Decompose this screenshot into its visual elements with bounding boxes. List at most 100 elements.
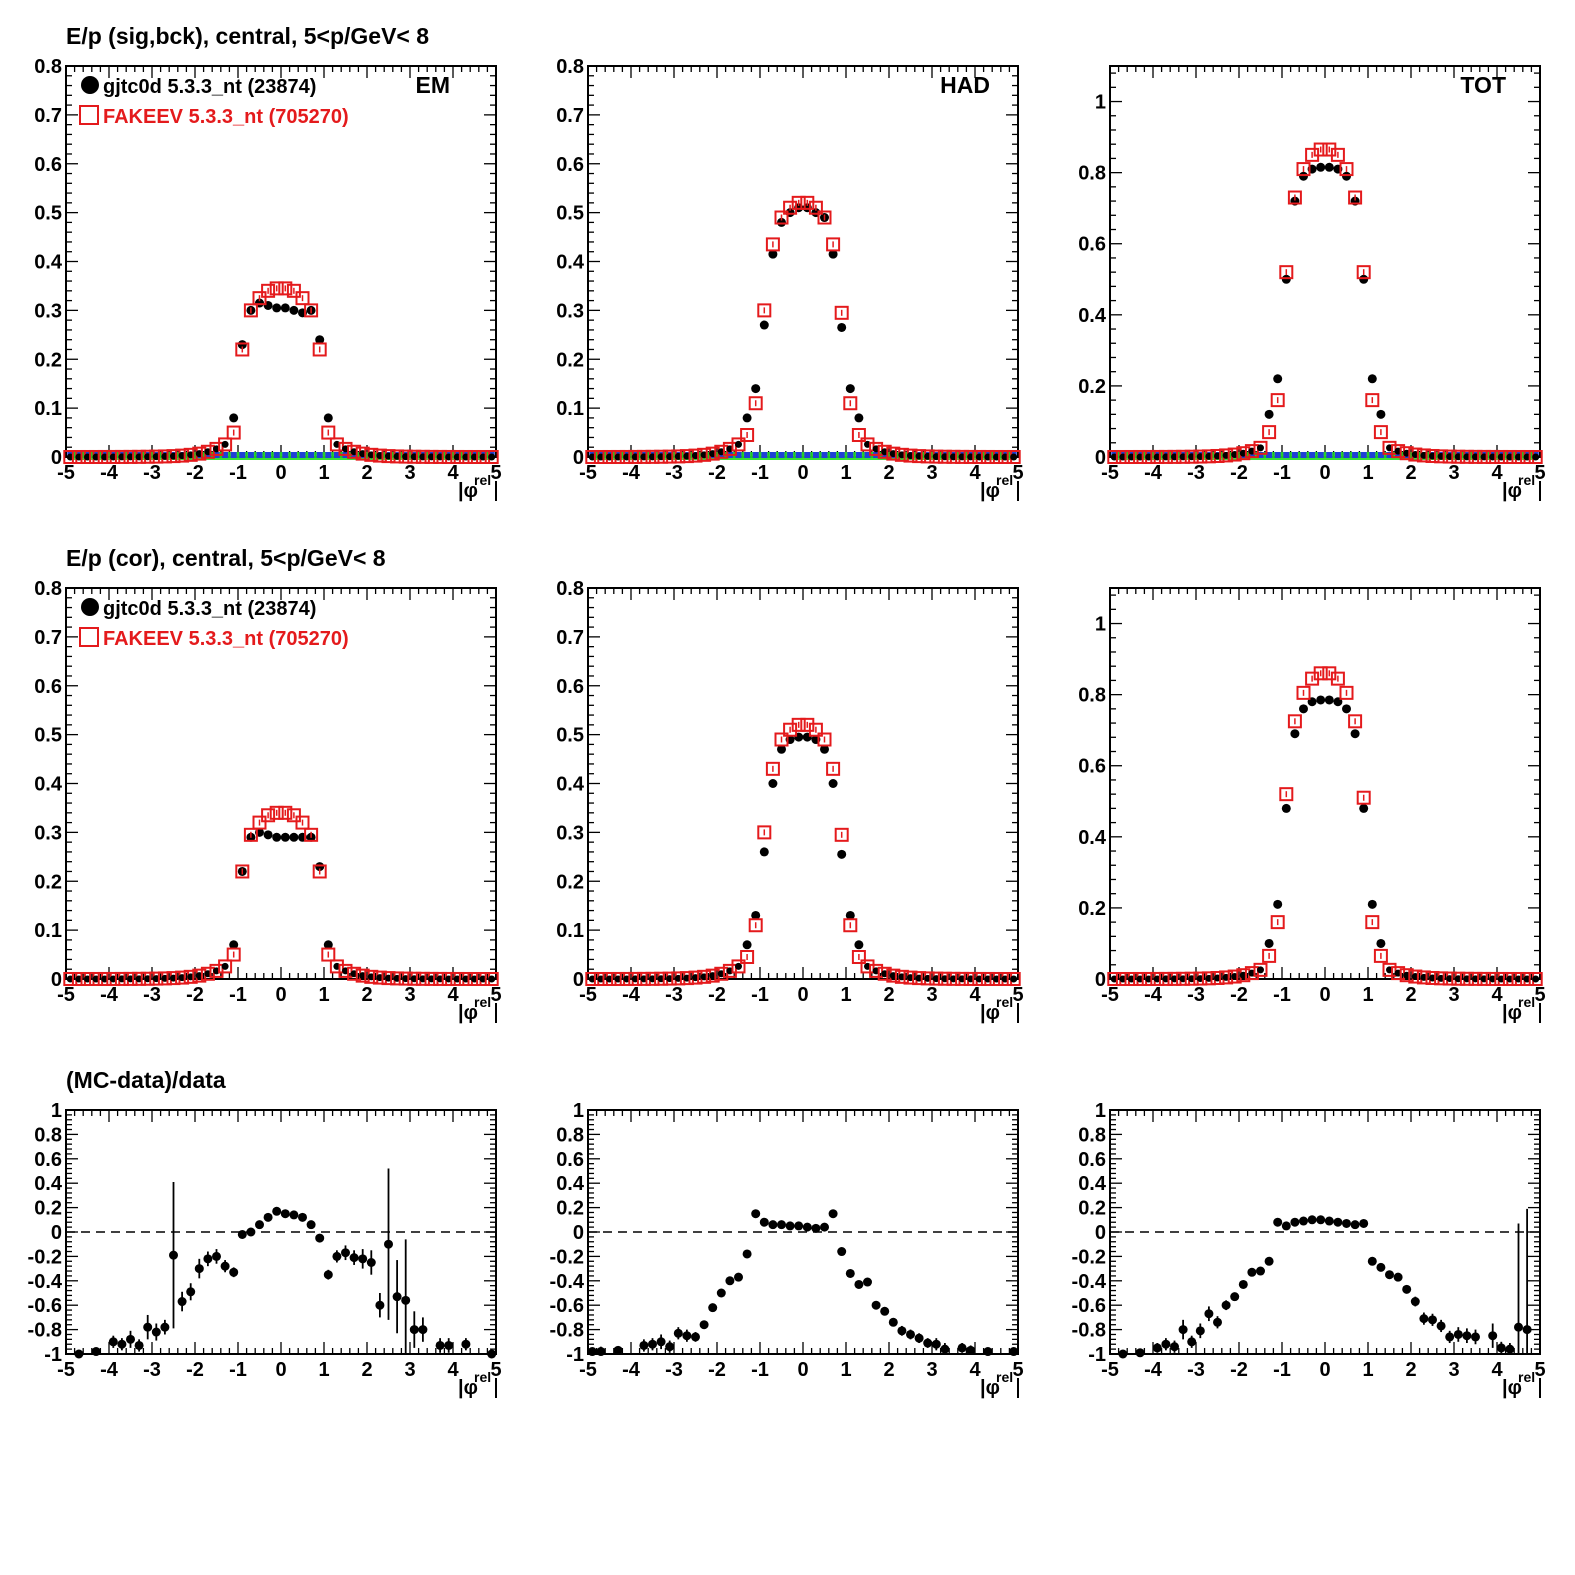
mc-point (1244, 444, 1259, 459)
data-point (1462, 1331, 1472, 1341)
x-tick-label: 2 (361, 462, 372, 484)
x-tick-label: 2 (1405, 1359, 1416, 1381)
x-tick-label: 3 (1448, 984, 1459, 1006)
x-tick-label: -2 (186, 984, 204, 1006)
y-tick-label: 0.6 (1078, 756, 1106, 778)
data-point (134, 1340, 144, 1350)
data-point (665, 1342, 675, 1352)
x-tick-label: -3 (665, 984, 683, 1006)
x-axis-label-sup: rel (996, 994, 1013, 1010)
data-point (280, 303, 290, 313)
data-point (1532, 453, 1540, 461)
background-point (1326, 452, 1333, 458)
data-point (1324, 1216, 1334, 1226)
column-label-em: EM (416, 72, 451, 98)
data-point (323, 940, 333, 950)
mc-point (1287, 714, 1302, 729)
x-tick-label: -2 (186, 1359, 204, 1381)
mc-point (1279, 265, 1294, 280)
x-tick-label: 2 (361, 1359, 372, 1381)
data-point (837, 322, 847, 332)
data-point (751, 384, 761, 394)
data-point (1299, 171, 1308, 181)
mc-point (791, 195, 806, 210)
x-tick-label: -2 (186, 462, 204, 484)
mc-point (218, 437, 233, 452)
data-point (263, 1212, 273, 1222)
mc-point (757, 303, 772, 318)
data-point (768, 249, 778, 259)
data-point (117, 1339, 127, 1349)
data-point (966, 1345, 976, 1355)
mc-point (209, 963, 224, 978)
y-tick-label: 0.2 (34, 349, 62, 371)
data-point (863, 1277, 872, 1287)
mc-point (1279, 787, 1294, 802)
x-tick-label: 1 (840, 984, 851, 1006)
x-tick-label: -4 (1144, 1359, 1163, 1381)
y-tick-label: -1 (566, 1344, 584, 1366)
mc-point (1313, 666, 1328, 681)
data-point (735, 962, 742, 970)
background-point (230, 452, 237, 458)
y-tick-label: 0 (573, 447, 584, 469)
x-tick-label: 1 (318, 984, 329, 1006)
x-tick-label: -2 (1230, 1359, 1248, 1381)
y-tick-label: 0.4 (1078, 1173, 1107, 1195)
x-tick-label: -1 (229, 1359, 247, 1381)
x-tick-label: -3 (143, 984, 161, 1006)
y-tick-label: 0.8 (556, 56, 584, 78)
y-tick-label: 0.4 (34, 1173, 63, 1195)
x-tick-label: 3 (1448, 462, 1459, 484)
data-point (1342, 1218, 1351, 1228)
data-point (488, 453, 496, 461)
y-tick-label: -0.2 (28, 1246, 62, 1268)
data-point (358, 1254, 368, 1264)
x-tick-label: 2 (883, 1359, 894, 1381)
data-point (940, 1344, 950, 1354)
y-tick-label: 0.3 (34, 300, 62, 322)
data-point (263, 830, 273, 840)
x-tick-label: 0 (797, 1359, 808, 1381)
data-point (828, 1209, 838, 1219)
data-point (1230, 1292, 1240, 1302)
y-tick-label: 0.7 (34, 105, 62, 127)
data-point (768, 1220, 778, 1230)
mc-point (1356, 790, 1371, 805)
data-point (1187, 1337, 1197, 1347)
mc-point (235, 864, 250, 879)
x-tick-label: 5 (1012, 462, 1023, 484)
legend-mc-label: FAKEEV 5.3.3_nt (705270) (103, 628, 349, 650)
mc-point (286, 808, 301, 823)
data-point (272, 1206, 282, 1216)
data-point (742, 413, 752, 423)
data-point (759, 1217, 769, 1227)
panel-row3-tot: -5 -4 -3 -2 -1 0 1 2 3 4 5|φrel-1-0.8-0.6-0.4-0.20… (1072, 1100, 1546, 1399)
data-point (802, 1222, 812, 1232)
background-point (222, 452, 229, 458)
data-point (487, 1349, 497, 1359)
y-tick-label: 0.8 (34, 56, 62, 78)
mc-point (843, 918, 858, 933)
x-tick-label: 4 (1491, 984, 1503, 1006)
data-point (845, 384, 855, 394)
x-tick-label: -3 (143, 1359, 161, 1381)
mc-point (1348, 714, 1363, 729)
data-point (229, 413, 239, 423)
mc-point (261, 283, 276, 298)
background-band-mc (68, 452, 494, 460)
data-point (1376, 1262, 1386, 1272)
data-point (237, 1229, 247, 1239)
x-axis-label: |φ (458, 1002, 478, 1024)
y-tick-label: 0.6 (34, 1149, 62, 1171)
data-point (1324, 695, 1334, 705)
x-tick-label: 2 (1405, 462, 1416, 484)
data-point (315, 335, 325, 345)
mc-point (1356, 265, 1371, 280)
x-tick-label: 1 (1362, 1359, 1373, 1381)
mc-point (740, 950, 755, 965)
